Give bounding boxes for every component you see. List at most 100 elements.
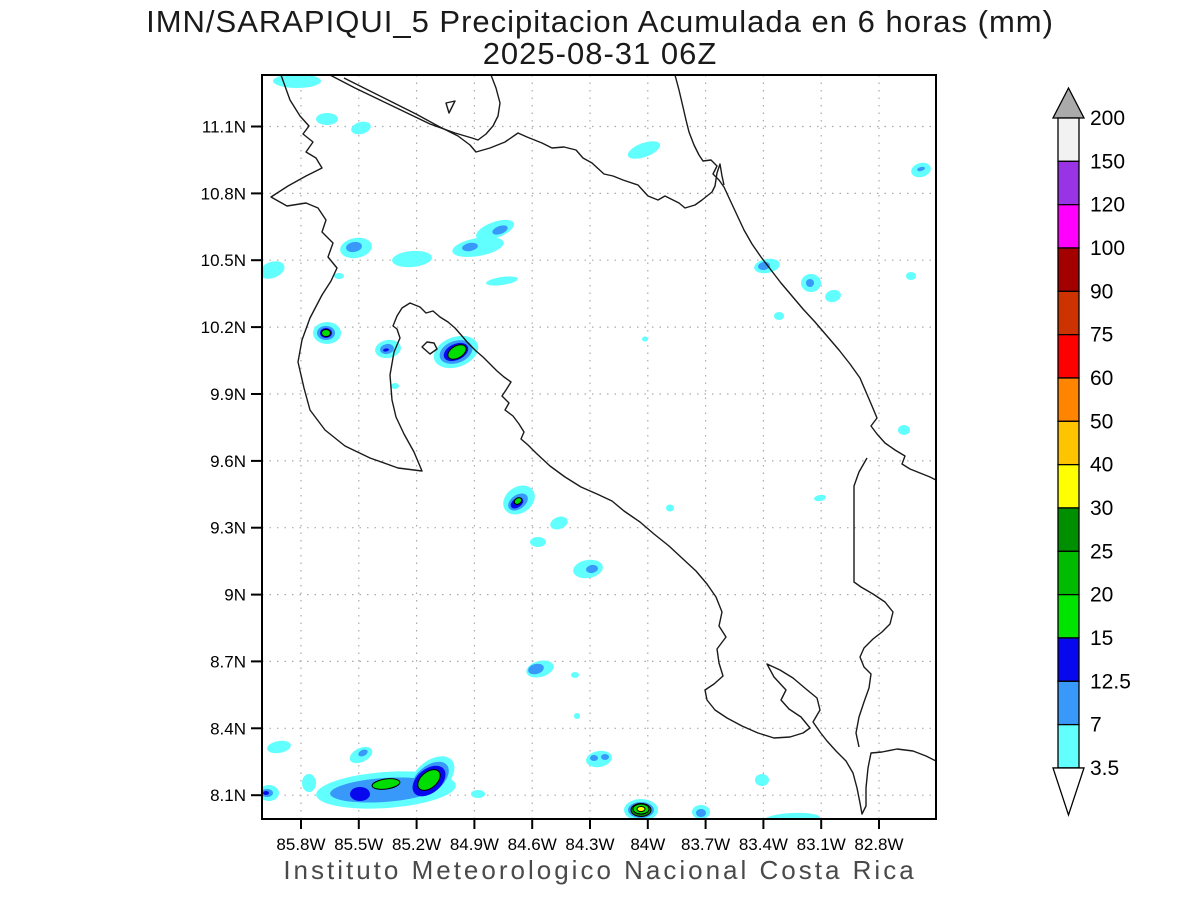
costa-rica-nicaragua-border [343, 77, 725, 209]
cell-10.35n-83.05w [825, 289, 841, 303]
precip-contour-c [627, 141, 661, 159]
colorbar-label: 30 [1090, 497, 1113, 520]
colorbar-label: 200 [1090, 107, 1125, 130]
lat-tick-label: 9N [224, 586, 246, 605]
precip-contour-b [462, 242, 478, 252]
cell-8.32n-85.9w [267, 740, 291, 754]
colorbar-up-arrow [1051, 86, 1086, 119]
cell-8.3n-85.5w [349, 746, 373, 764]
colorbar-label: 12.5 [1090, 670, 1131, 693]
cell-10.25n-83.3w [774, 312, 784, 320]
cell-10.55n-85.55w [340, 237, 372, 259]
precip-contour-c [273, 75, 321, 88]
plot-title: IMN/SARAPIQUI_5 Precipitacion Acumulada … [146, 4, 1054, 39]
colorbar-box-100-120 [1057, 204, 1080, 249]
colorbar-box-3.5-7 [1057, 723, 1080, 769]
cell-9.43n-83.1w [814, 494, 826, 502]
precip-contour-c [814, 494, 826, 502]
coastlines [270, 75, 936, 815]
cell-10.35n-84.8w [486, 276, 518, 286]
precip-contour-b [806, 279, 814, 287]
precip-contour-b [358, 749, 368, 757]
lat-tick-label: 10.5N [201, 251, 246, 270]
cell-gulf-nicoya-main [433, 335, 479, 369]
cell-southwest-band [316, 756, 485, 809]
cell-8.05n-83.75w [692, 805, 710, 819]
colorbar-box-20-25 [1057, 550, 1080, 596]
precip-contour-c [755, 774, 769, 786]
precip-contour-c [471, 790, 485, 798]
cell-10.9n-82.6w [911, 162, 931, 178]
colorbar-box-40-50 [1057, 420, 1080, 466]
cell-9.25n-84.55w [530, 537, 546, 547]
cell-9.75n-82.65w [898, 425, 910, 435]
cell-top-edge-west [273, 75, 321, 88]
precip-contour-y [636, 806, 646, 812]
colorbar-box-25-30 [1057, 507, 1080, 552]
precip-contour-b [346, 241, 362, 253]
colorbar-label: 60 [1090, 367, 1113, 390]
cell-8.15n-85.75w [302, 774, 316, 792]
precip-contour-c [586, 750, 612, 768]
colorbar-box-12.5-15 [1057, 637, 1080, 682]
lon-tick-label: 83.7W [681, 835, 730, 854]
precip-contour-c [392, 250, 432, 268]
lat-tick-label: 9.3N [210, 519, 246, 538]
precip-contour-c [267, 740, 291, 754]
lat-tick-label: 8.4N [210, 719, 246, 738]
colorbar: 200 150 120 100 90 75 60 50 40 30 25 20 15 12.5 7 3.5 [1051, 86, 1131, 818]
colorbar-label: 150 [1090, 150, 1125, 173]
cell-10.45n-85.95w [262, 261, 285, 279]
colorbar-box-120-150 [1057, 160, 1080, 206]
lon-tick-label: 84.6W [508, 835, 557, 854]
lon-tick-label: 85.8W [276, 835, 325, 854]
precip-contour-g [371, 778, 401, 790]
precip-contour-d [263, 791, 269, 795]
cell-10.5n-85.2w [392, 250, 432, 268]
precip-contour-c [666, 504, 674, 512]
precip-contour-g [321, 329, 331, 337]
colorbar-down-arrow [1052, 767, 1085, 818]
precip-contour-c [351, 121, 371, 135]
cell-8.28n-84.25w [586, 750, 612, 768]
cell-9.4n-83.9w [666, 504, 674, 512]
lat-tick-label: 11.1N [202, 118, 246, 137]
precip-contour-c [530, 537, 546, 547]
lon-tick-label: 82.8W [854, 835, 903, 854]
precip-contour-d [383, 348, 389, 352]
graticule [262, 75, 936, 819]
colorbar-box-30-40 [1057, 463, 1080, 509]
precip-contour-b [528, 663, 544, 675]
precip-contour-c [452, 237, 504, 257]
map-frame [261, 74, 937, 820]
axes: 11.1N 10.8N 10.5N 10.2N 9.9N 9.6N 9.3N 9N 8.7N 8.… [201, 118, 904, 855]
cell-11.0n-84.1w [627, 141, 661, 159]
colorbar-label: 20 [1090, 584, 1113, 607]
colorbar-label: 90 [1090, 280, 1113, 303]
precip-contour-c [906, 272, 916, 280]
cell-8.1n-west-edge [262, 785, 279, 801]
colorbar-box-50-60 [1057, 377, 1080, 422]
precip-contour-c [262, 261, 285, 279]
ometepe-island [445, 100, 456, 114]
lon-tick-label: 83.4W [739, 835, 788, 854]
cell-11.15n-85.65w [316, 113, 338, 125]
colorbar-box-150-200 [1057, 117, 1080, 162]
lake-nicaragua-shore [329, 75, 501, 141]
precip-contour-g [417, 769, 441, 791]
isla-chira [421, 341, 438, 355]
lon-tick-label: 84W [630, 835, 665, 854]
plot-valid-time: 2025-08-31 06Z [482, 36, 718, 71]
colorbar-box-7-12.5 [1057, 680, 1080, 726]
lat-tick-label: 10.8N [201, 184, 246, 203]
colorbar-box-90-100 [1057, 247, 1080, 292]
colorbar-label: 50 [1090, 410, 1113, 433]
lon-tick-label: 83.1W [797, 835, 846, 854]
costa-rica-panama-border [853, 457, 894, 748]
precip-contour-b [492, 225, 508, 235]
precip-contour-d [350, 787, 370, 801]
cell-10.15n-84w [642, 336, 648, 342]
caribbean-coastline [674, 75, 936, 481]
precip-contour-g [513, 497, 523, 505]
